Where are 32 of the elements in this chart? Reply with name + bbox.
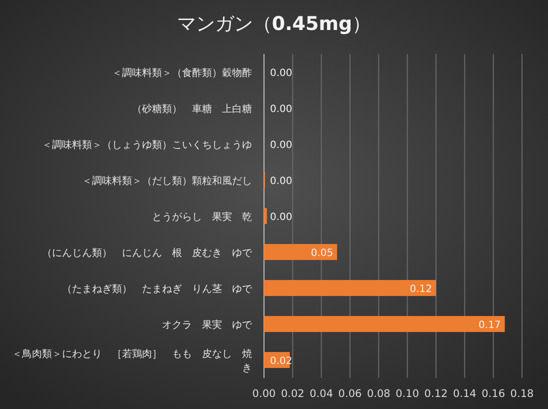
text: 0.00 [252,388,276,400]
text: 0.18 [510,388,534,400]
data-label: 0.00 [270,104,292,115]
y-tick-label: ＜調味料類＞（だし類）顆粒和風だし [82,175,252,187]
data-label: 0.00 [270,140,292,151]
text: 0.04 [310,388,334,400]
text: 0.12 [424,388,448,400]
bar [264,316,505,332]
y-tick-label: （砂糖類） 車糖 上白糖 [132,103,252,115]
y-tick-label: とうがらし 果実 乾 [152,211,252,223]
y-tick-label: ＜調味料類＞（食酢類）穀物酢 [112,67,252,79]
data-label: 0.00 [270,176,292,187]
y-tick-label: ＜調味料類＞（しょうゆ類）こいくちしょうゆ [42,139,252,151]
text: 0.06 [338,388,362,400]
chart-title: マンガン（0.45mg） [176,13,372,35]
bar [264,244,338,260]
bar [264,280,436,296]
data-label: 0.00 [270,68,292,79]
y-tick-label: オクラ 果実 ゆで [162,319,253,331]
text: 0.16 [482,388,506,400]
data-label: 0.05 [310,248,334,259]
text: 0.14 [452,388,476,400]
y-tick-label: （たまねぎ類） たまねぎ りん茎 ゆで [62,283,253,295]
text: 0.08 [366,388,390,400]
text: 0.10 [396,388,420,400]
data-label: 0.00 [270,212,292,223]
y-tick-label: ＜鳥肉類＞にわとり ［若鶏肉］ もも 皮なし 焼き [12,348,252,374]
bar [264,208,267,224]
text: 0.02 [280,388,304,400]
data-label: 0.12 [410,284,432,295]
y-tick-label: （にんじん類） にんじん 根 皮むき ゆで [42,247,253,259]
data-label: 0.17 [478,320,501,331]
